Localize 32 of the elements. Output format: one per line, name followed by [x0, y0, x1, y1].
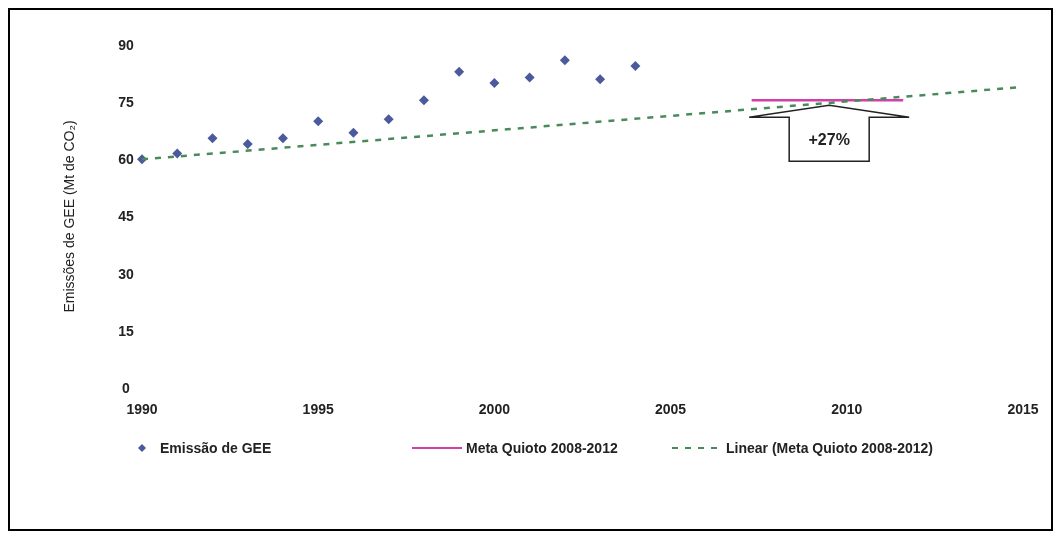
x-tick-label: 2015: [1007, 401, 1039, 417]
point: [242, 139, 253, 150]
y-tick-label: 75: [118, 94, 134, 111]
x-tick-label: 1990: [126, 401, 158, 417]
point: [277, 133, 288, 144]
y-tick-label: 45: [118, 208, 134, 225]
point: [630, 60, 641, 71]
annotation: +27%: [808, 130, 850, 148]
x-tick-label: 2010: [831, 401, 863, 417]
y-tick-label: 90: [118, 36, 134, 53]
y-tick-label: 30: [118, 265, 134, 282]
legend-label: Linear (Meta Quioto 2008-2012): [726, 439, 933, 456]
point: [383, 114, 394, 125]
legend-label: Emissão de GEE: [160, 439, 272, 456]
y-axis-title: Emissões de GEE (Mt de CO₂): [61, 120, 77, 313]
y-tick-label: 60: [118, 151, 134, 168]
x-tick-label: 2000: [478, 401, 511, 417]
point: [595, 74, 606, 85]
point: [489, 78, 500, 89]
point: [348, 127, 359, 138]
point: [207, 133, 218, 144]
point: [418, 95, 429, 106]
point: [454, 66, 465, 77]
point: [313, 116, 324, 127]
point: [559, 55, 570, 66]
point: [524, 72, 535, 83]
x-tick-label: 1995: [302, 401, 334, 417]
x-tick-label: 2005: [655, 401, 687, 417]
y-tick-label: 15: [118, 322, 134, 339]
y-tick-label: 0: [122, 379, 131, 396]
legend-label: Meta Quioto 2008-2012: [466, 439, 618, 456]
point: [172, 148, 183, 159]
